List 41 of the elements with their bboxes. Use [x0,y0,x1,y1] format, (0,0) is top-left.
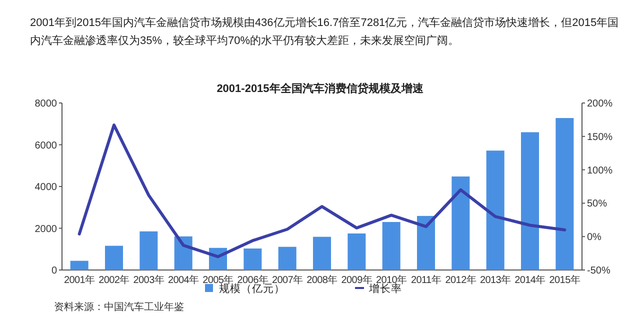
line-series [78,124,566,258]
bar [520,132,540,270]
y-tick-label: 6000 [34,140,58,152]
x-tick-label: 2003年 [133,274,164,286]
text: 2001年到2015年国内汽车金融信贷市场规模由436亿元增长16.7倍至7281亿元，汽车金融信贷市场快速增长，但2015年国内汽车金融渗透率仅为35%，较全球平均70%的水平仍有较大差距，未来发展空间广阔。 [30,16,620,49]
x-tick-label: 2004年 [168,274,200,286]
x-tick-label: 2011年 [410,274,442,286]
y2-tick-label: 50% [587,198,608,210]
bar [452,176,470,270]
x-tick-label: 2001年 [64,274,96,286]
y2-tick-label: 200% [587,98,613,110]
legend-label: 规模（亿元） [219,283,285,295]
y2-tick-label: -50% [587,266,610,276]
y2-tick-label: 0% [587,232,602,244]
bar [416,216,436,270]
x-tick-label: 2012年 [445,274,476,286]
chart-title: 2001-2015年全国汽车消费信贷规模及增速 [216,82,424,95]
x-tick-label: 2002年 [98,274,130,286]
bar [70,260,88,270]
x-tick-label: 2014年 [514,274,546,286]
bar [382,222,400,270]
x-tick-label: 2009年 [341,274,372,286]
bar [278,246,296,270]
x-tick-label: 2007年 [272,274,304,286]
x-tick-label: 2013年 [480,274,512,286]
text: 资料来源：中国汽车工业年鉴 [54,301,184,313]
bar [244,248,262,270]
x-tick-label: 2015年 [549,274,580,286]
bar [104,246,124,270]
x-tick-label: 2008年 [306,274,338,286]
bar [486,150,504,270]
y-tick-label: 0 [51,266,58,276]
y-tick-label: 4000 [34,182,58,193]
y-tick-label: 2000 [34,224,58,235]
y-tick-label: 8000 [34,98,58,110]
y2-tick-label: 150% [587,132,613,143]
y2-tick-label: 100% [587,165,613,176]
bar [556,118,574,270]
bar [348,233,366,270]
bar [140,231,158,270]
bar [312,236,332,270]
